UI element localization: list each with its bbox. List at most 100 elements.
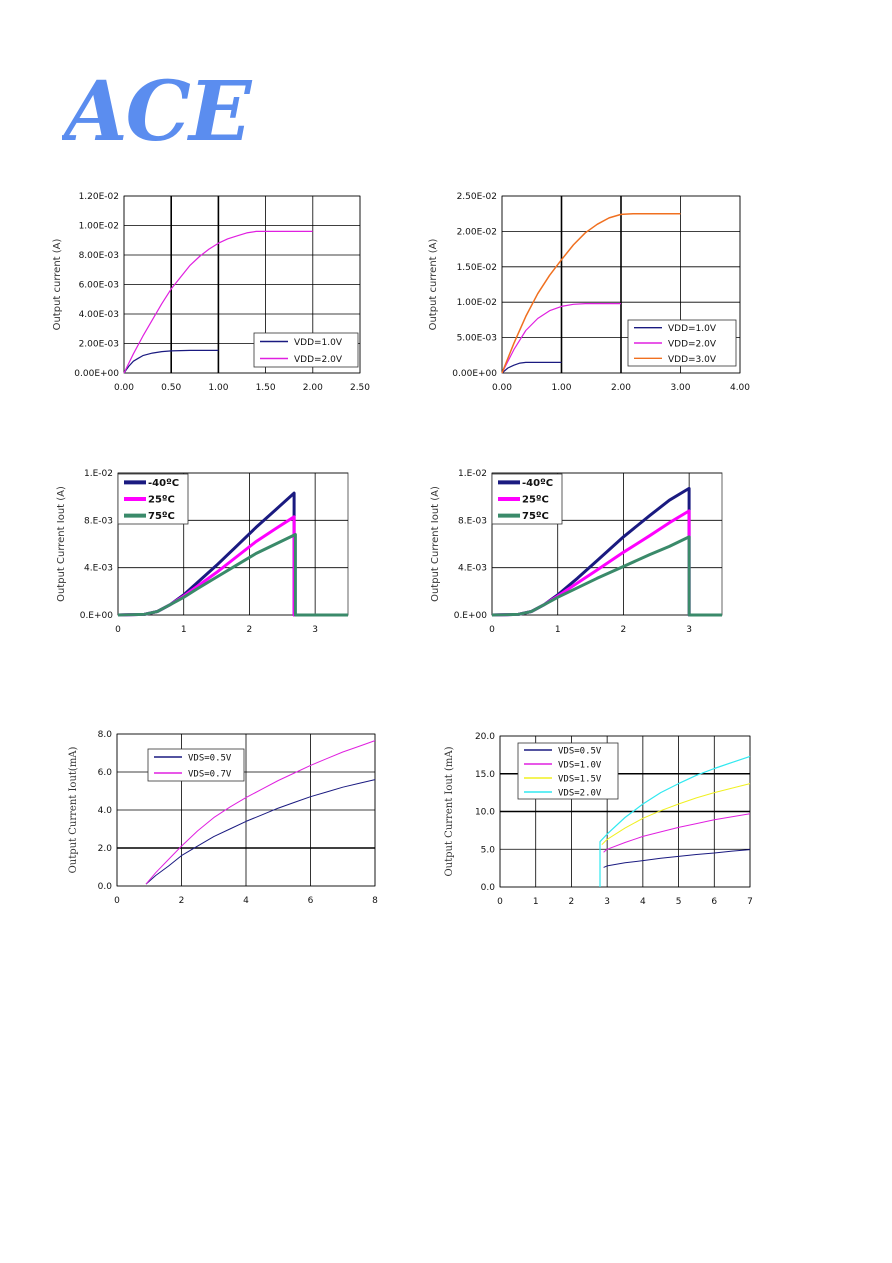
chart-c2: 0.00E+00 5.00E-03 1.00E-02 1.50E-02 2.00E-02…: [428, 192, 750, 393]
x-tick-label: 3: [686, 625, 692, 635]
x-tick-label: 0.00: [492, 383, 512, 393]
legend: -40ºC 25ºC 75ºC: [491, 473, 563, 525]
ace-logo-text: ACE: [62, 68, 253, 158]
x-tick-label: 2.00: [303, 383, 323, 393]
y-tick-label: 1.E-02: [458, 469, 487, 479]
y-tick-label: 2.00E-02: [457, 227, 497, 237]
x-tick-label: 0.50: [161, 383, 181, 393]
legend: VDS=0.5V VDS=0.7V: [147, 748, 245, 782]
y-tick-label: 15.0: [475, 770, 495, 780]
legend-label: VDS=0.5V: [188, 754, 232, 764]
x-tick-label: 0: [497, 897, 503, 907]
series-line-2: [123, 230, 313, 374]
legend-label: 25ºC: [148, 495, 175, 506]
chart-c5: 0.0 2.0 4.0 6.0 8.0 0 2 4 6 8 Output Current Iout(…: [68, 730, 378, 906]
legend-label: VDD=3.0V: [668, 355, 717, 365]
y-tick-label: 2.00E-03: [79, 340, 119, 350]
legend-box: [517, 742, 619, 800]
x-tick-label: 3: [312, 625, 318, 635]
y-tick-label: 0.0: [481, 883, 496, 893]
series-line-3: [501, 212, 681, 374]
x-tick-label: 1: [181, 625, 187, 635]
chart-c1: 0.00E+00 2.00E-03 4.00E-03 6.00E-03 8.00E-03…: [52, 192, 370, 393]
y-tick-label: 1.20E-02: [79, 192, 119, 202]
x-tick-label: 4: [243, 896, 249, 906]
series-line-1: [145, 779, 376, 885]
y-tick-label: 1.50E-02: [457, 263, 497, 273]
chart-c4: 0.E+00 4.E-03 8.E-03 1.E-02 0 1 2 3 Output Curre…: [430, 469, 723, 635]
chart-c6: 0.0 5.0 10.0 15.0 20.0 0 1 2 3 4 5 6 7 Output Current…: [444, 732, 753, 907]
y-tick-label: 4.E-03: [84, 564, 113, 574]
x-tick-label: 4: [640, 897, 646, 907]
x-tick-label: 5: [676, 897, 682, 907]
x-tick-label: 1.00: [208, 383, 228, 393]
y-tick-label: 6.0: [98, 768, 113, 778]
legend-label: VDS=0.7V: [188, 770, 232, 780]
legend: VDS=0.5V VDS=1.0V VDS=1.5V VDS=2.0V: [517, 742, 619, 800]
legend: VDD=1.0V VDD=2.0V: [253, 332, 359, 368]
x-tick-label: 8: [372, 896, 378, 906]
legend-label: VDD=2.0V: [668, 340, 717, 350]
chart-c3: 0.E+00 4.E-03 8.E-03 1.E-02 0 1 2 3 Output Curre…: [56, 469, 349, 635]
y-tick-label: 20.0: [475, 732, 495, 742]
y-tick-label: 4.E-03: [458, 564, 487, 574]
x-tick-label: 0: [115, 625, 121, 635]
x-tick-label: 3.00: [670, 383, 690, 393]
legend-label: VDS=2.0V: [558, 789, 602, 799]
x-tick-label: 7: [747, 897, 753, 907]
legend-label: VDD=2.0V: [294, 355, 343, 365]
legend-box: [147, 748, 245, 782]
y-tick-label: 4.0: [98, 806, 113, 816]
x-tick-label: 1: [533, 897, 539, 907]
series-line-4: [599, 755, 751, 887]
y-tick-label: 2.0: [98, 844, 113, 854]
series-line-3: [491, 535, 722, 617]
x-tick-label: 0: [114, 896, 120, 906]
y-tick-label: 4.00E-03: [79, 310, 119, 320]
legend: -40ºC 25ºC 75ºC: [117, 473, 189, 525]
series-line-1: [123, 349, 219, 374]
y-tick-label: 6.00E-03: [79, 281, 119, 291]
y-axis-title: Output Current Iout (A): [430, 486, 441, 602]
legend-label: VDD=1.0V: [294, 338, 343, 348]
legend: VDD=1.0V VDD=2.0V VDD=3.0V: [627, 319, 737, 367]
legend-label: 25ºC: [522, 495, 549, 506]
y-tick-label: 0.E+00: [80, 611, 114, 621]
series-line-2: [145, 740, 376, 885]
ace-logo: ACE: [62, 68, 255, 158]
y-tick-label: 0.00E+00: [452, 369, 497, 379]
y-tick-label: 1.E-02: [84, 469, 113, 479]
y-tick-label: 1.00E-02: [457, 298, 497, 308]
x-tick-label: 1: [555, 625, 561, 635]
x-tick-label: 4.00: [730, 383, 750, 393]
legend-label: VDS=1.5V: [558, 775, 602, 785]
legend-label: VDD=1.0V: [668, 324, 717, 334]
y-tick-label: 8.00E-03: [79, 251, 119, 261]
x-tick-label: 0.00: [114, 383, 134, 393]
series-line-1: [501, 361, 562, 374]
legend-label: -40ºC: [522, 478, 553, 489]
y-axis-title: Output Current Iout(mA): [68, 746, 79, 873]
x-tick-label: 2.00: [611, 383, 631, 393]
y-tick-label: 1.00E-02: [79, 222, 119, 232]
y-tick-label: 8.E-03: [84, 516, 113, 526]
y-axis-title: Output Current Iout (A): [56, 486, 67, 602]
y-tick-label: 8.E-03: [458, 516, 487, 526]
x-tick-label: 1.00: [551, 383, 571, 393]
legend-label: -40ºC: [148, 478, 179, 489]
series-line-2: [501, 303, 621, 374]
x-tick-label: 2.50: [350, 383, 370, 393]
x-tick-label: 3: [604, 897, 610, 907]
y-tick-label: 5.00E-03: [457, 334, 497, 344]
y-axis-title: Output current (A): [52, 238, 63, 330]
y-axis-title: Output Current Iout (mA): [444, 746, 455, 876]
legend-label: 75ºC: [148, 511, 175, 522]
y-tick-label: 0.0: [98, 882, 113, 892]
x-tick-label: 2: [569, 897, 575, 907]
y-tick-label: 8.0: [98, 730, 113, 740]
y-axis-title: Output current (A): [428, 238, 439, 330]
y-tick-label: 0.E+00: [454, 611, 488, 621]
y-tick-label: 10.0: [475, 808, 495, 818]
legend-label: VDS=0.5V: [558, 747, 602, 757]
x-tick-label: 2: [179, 896, 185, 906]
